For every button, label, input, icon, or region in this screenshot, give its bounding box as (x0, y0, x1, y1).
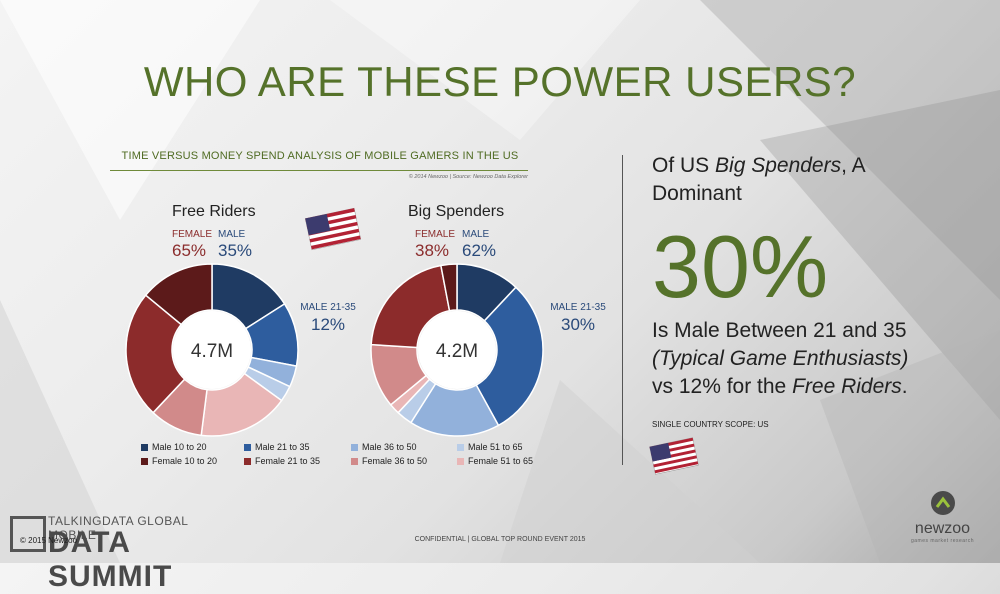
right-body: Is Male Between 21 and 35 (Typical Game … (652, 317, 982, 401)
legend-swatch (351, 443, 358, 451)
legend-swatch (457, 443, 464, 451)
free-riders-title: Free Riders (172, 203, 256, 220)
donut-charts: 4.7M 4.2M (125, 263, 544, 437)
legend-item: Male 10 to 20 (141, 442, 207, 452)
newzoo-brand: newzoo games market research (895, 490, 990, 550)
free-riders-male-pct: 35% (218, 241, 253, 260)
legend-label: Male 51 to 65 (468, 442, 523, 452)
body-line-3: vs 12% for the Free Riders. (652, 373, 982, 401)
free-riders-callout-value: 12% (310, 315, 346, 334)
donut-slice (475, 286, 544, 427)
us-flag-icon (649, 437, 699, 475)
big-percentage: 30% (652, 217, 829, 316)
brand-tagline: games market research (910, 538, 975, 544)
donut-center-label: 4.7M (191, 341, 233, 362)
legend-item: Female 51 to 65 (457, 456, 533, 466)
legend-swatch (141, 457, 148, 465)
legend-item: Female 21 to 35 (244, 456, 320, 466)
us-flag-icon (304, 207, 362, 251)
big-spenders-female-label: FEMALE (415, 229, 456, 240)
donut-center-label: 4.2M (436, 341, 478, 362)
legend-label: Female 51 to 65 (468, 456, 534, 466)
big-spenders-male-label: MALE (462, 229, 490, 240)
chart-source-note: © 2014 Newzoo | Source: Newzoo Data Expl… (408, 174, 528, 180)
intro-prefix: Of US (652, 154, 716, 177)
legend-item: Female 36 to 50 (351, 456, 427, 466)
confidential-text: CONFIDENTIAL | GLOBAL TOP ROUND EVENT 20… (414, 536, 586, 543)
body-line-1: Is Male Between 21 and 35 (652, 319, 907, 342)
legend-label: Male 10 to 20 (152, 442, 207, 452)
brand-name: newzoo (914, 520, 971, 537)
big-spenders-title: Big Spenders (408, 203, 505, 220)
legend-label: Female 36 to 50 (362, 456, 428, 466)
event-top-text: TALKINGDATA GLOBAL MOBILE (48, 514, 188, 542)
legend-item: Male 36 to 50 (351, 442, 417, 452)
legend-swatch (244, 443, 251, 451)
legend-label: Female 10 to 20 (152, 456, 218, 466)
legend-item: Male 21 to 35 (244, 442, 310, 452)
legend-label: Male 21 to 35 (255, 442, 310, 452)
free-riders-female-pct: 65% (172, 241, 207, 260)
data-summit-logo: TALKINGDATA GLOBAL MOBILE DATA SUMMIT (8, 512, 238, 593)
chart-header-rule (110, 170, 528, 171)
legend-item: Female 10 to 20 (141, 456, 217, 466)
donut-hole (418, 311, 496, 389)
line3-emphasis: Free Riders (792, 375, 902, 398)
free-riders-female-label: FEMALE (172, 229, 213, 240)
donut-slice (144, 263, 213, 326)
slide-title: WHO ARE THESE POWER USERS? (143, 58, 857, 105)
legend-label: Female 21 to 35 (255, 456, 321, 466)
chart-header-title: TIME VERSUS MONEY SPEND ANALYSIS OF MOBI… (121, 150, 519, 162)
legend-swatch (457, 457, 464, 465)
legend-item: Male 51 to 65 (457, 442, 523, 452)
big-spenders-callout-value: 30% (560, 315, 596, 334)
vertical-divider (622, 155, 623, 465)
scope-note: SINGLE COUNTRY SCOPE: US (652, 420, 769, 429)
line3-prefix: vs 12% for the (652, 375, 793, 398)
donut-hole (173, 311, 251, 389)
free-riders-male-label: MALE (218, 229, 246, 240)
background-shards (0, 0, 1000, 563)
legend-swatch (141, 443, 148, 451)
donut-slice (125, 294, 186, 414)
legend-label: Male 36 to 50 (362, 442, 417, 452)
right-intro: Of US Big Spenders, A Dominant (652, 152, 952, 208)
donut-slice (440, 263, 458, 312)
big-spenders-callout-label: MALE 21-35 (550, 302, 606, 313)
free-riders-callout-label: MALE 21-35 (300, 302, 356, 313)
legend-swatch (244, 457, 251, 465)
newzoo-logo-icon (931, 491, 955, 515)
intro-suffix: , A Dominant (652, 154, 865, 205)
legend-swatch (351, 457, 358, 465)
big-spenders-female-pct: 38% (415, 241, 450, 260)
line3-suffix: . (901, 375, 908, 398)
body-line-2: (Typical Game Enthusiasts) (652, 347, 909, 370)
intro-emphasis: Big Spenders (715, 154, 842, 177)
copyright-text: © 2015 Newzoo (20, 536, 78, 545)
data-summit-logo-icon (10, 516, 46, 552)
big-spenders-male-pct: 62% (462, 241, 497, 260)
